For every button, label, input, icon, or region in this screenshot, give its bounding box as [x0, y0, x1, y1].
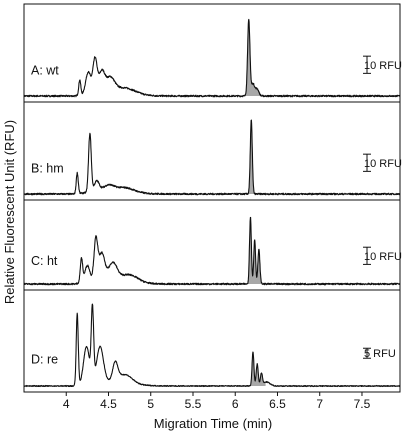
- electropherogram-trace: [23, 303, 401, 388]
- scale-bar-label: 5 RFU: [364, 348, 396, 360]
- electropherogram-trace: [23, 18, 401, 98]
- scale-bar-label: 10 RFU: [364, 251, 402, 263]
- plot-border: [23, 3, 401, 393]
- panel-2: B: hm 10 RFU: [23, 119, 402, 196]
- panel-label: B: hm: [31, 162, 64, 176]
- panel-4: D: re 5 RFU: [23, 303, 401, 388]
- scale-bar-label: 10 RFU: [364, 60, 402, 72]
- panel-label: A: wt: [31, 64, 59, 78]
- electropherogram-trace: [23, 119, 401, 196]
- panel-label: D: re: [31, 352, 58, 366]
- y-axis-label: Relative Fluorescent Unit (RFU): [2, 120, 17, 304]
- x-tick-label: 6.5: [269, 397, 286, 411]
- x-tick-label: 7.5: [354, 397, 371, 411]
- panels: A: wt 10 RFU B: hm 10 RFU C: ht 10 RFU D: re 5 …: [23, 18, 402, 388]
- shaded-peak-area: [245, 217, 266, 285]
- plot-frame: [23, 3, 401, 393]
- electropherogram-trace: [23, 216, 401, 286]
- x-tick-label: 4.5: [100, 397, 117, 411]
- panel-1: A: wt 10 RFU: [23, 18, 402, 98]
- x-tick-label: 4: [63, 397, 70, 411]
- x-tick-label: 7: [316, 397, 323, 411]
- x-axis-label: Migration Time (min): [154, 416, 272, 431]
- scale-bar-label: 10 RFU: [364, 158, 402, 170]
- panel-3: C: ht 10 RFU: [23, 216, 402, 286]
- x-axis: 4 4.5 5 5.5 6 6.5 7 7.5: [63, 392, 371, 411]
- x-tick-label: 5.5: [185, 397, 202, 411]
- x-tick-label: 6: [232, 397, 239, 411]
- panel-label: C: ht: [31, 254, 58, 268]
- x-tick-label: 5: [147, 397, 154, 411]
- shaded-peak-area: [245, 120, 266, 195]
